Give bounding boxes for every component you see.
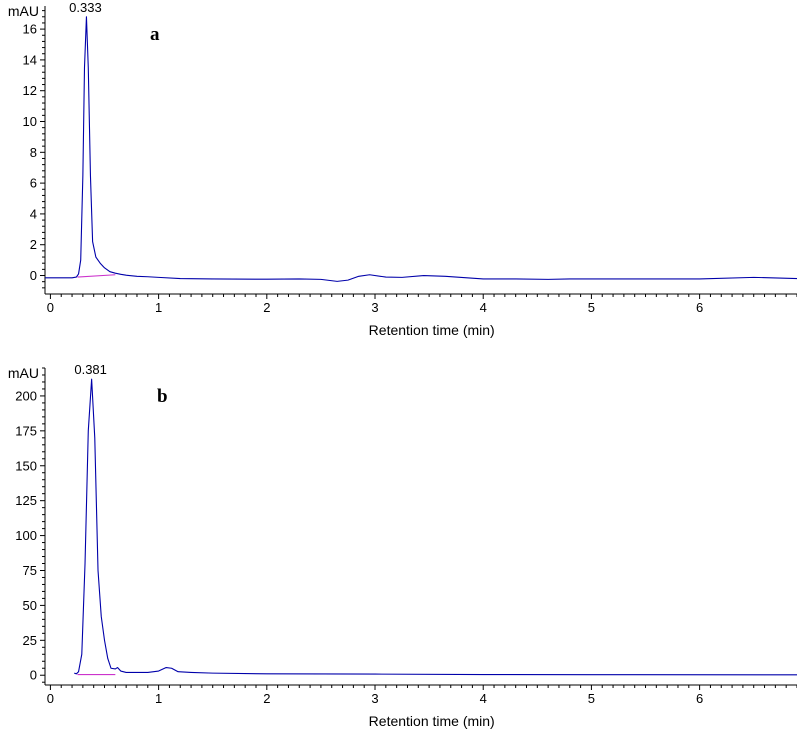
- x-tick-label: 0: [47, 300, 54, 315]
- panel-letter: a: [150, 24, 160, 45]
- y-tick-label: 0: [30, 268, 37, 283]
- peak-retention-label: 0.381: [74, 362, 107, 377]
- x-tick-label: 1: [155, 691, 162, 706]
- y-tick-label: 12: [23, 83, 37, 98]
- y-tick-label: 16: [23, 22, 37, 37]
- y-tick-label: 8: [30, 145, 37, 160]
- y-tick-label: 100: [15, 528, 37, 543]
- x-tick-label: 3: [371, 300, 378, 315]
- x-tick-label: 0: [47, 691, 54, 706]
- panel-letter: b: [157, 386, 168, 407]
- y-tick-label: 175: [15, 423, 37, 438]
- x-tick-label: 3: [371, 691, 378, 706]
- y-tick-label: 10: [23, 114, 37, 129]
- peak-retention-label: 0.333: [69, 0, 102, 15]
- y-tick-label: 75: [23, 563, 37, 578]
- x-axis-title: Retention time (min): [369, 322, 495, 338]
- x-axis-title: Retention time (min): [369, 713, 495, 729]
- x-tick-label: 4: [480, 691, 487, 706]
- y-tick-label: 150: [15, 458, 37, 473]
- x-tick-label: 4: [480, 300, 487, 315]
- x-tick-label: 2: [263, 300, 270, 315]
- x-tick-label: 6: [696, 691, 703, 706]
- y-tick-label: 6: [30, 176, 37, 191]
- y-tick-label: 50: [23, 598, 37, 613]
- chart-panel-b: 0 25 50 75 100 125 150 175 200 0 1 2 3 4 5 6 mAU Retentio…: [8, 362, 797, 729]
- y-tick-label: 25: [23, 633, 37, 648]
- y-tick-label: 125: [15, 493, 37, 508]
- x-tick-label: 6: [696, 300, 703, 315]
- baseline-integration-line: [77, 274, 116, 278]
- chromatogram-trace: [74, 378, 797, 676]
- y-axis-title: mAU: [8, 3, 39, 19]
- x-tick-label: 2: [263, 691, 270, 706]
- y-tick-label: 200: [15, 388, 37, 403]
- y-axis-title: mAU: [8, 365, 39, 381]
- x-tick-label: 1: [155, 300, 162, 315]
- y-tick-label: 2: [30, 237, 37, 252]
- x-tick-label: 5: [588, 300, 595, 315]
- chromatogram-trace: [45, 16, 797, 282]
- y-tick-label: 4: [30, 206, 37, 221]
- x-tick-label: 5: [588, 691, 595, 706]
- y-tick-label: 14: [23, 52, 37, 67]
- y-tick-label: 0: [30, 668, 37, 683]
